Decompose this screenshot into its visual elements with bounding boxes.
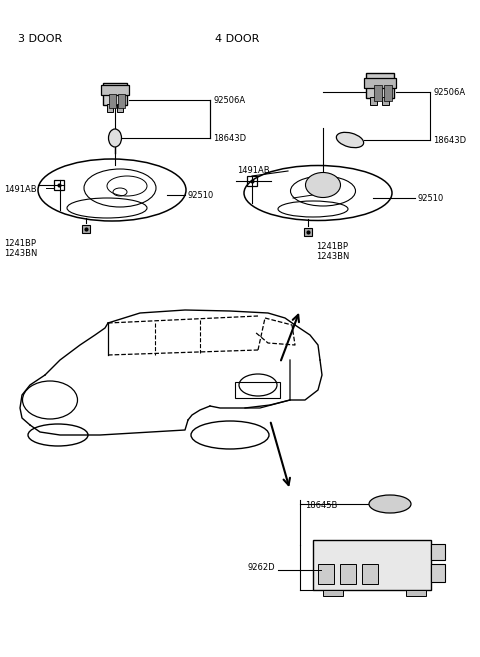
Text: 1243BN: 1243BN [316, 252, 349, 261]
Text: 92510: 92510 [417, 194, 443, 203]
Bar [323, 590, 343, 596]
Text: 92506A: 92506A [213, 96, 245, 105]
Text: 4 DOOR: 4 DOOR [215, 34, 259, 44]
Text: 9262D: 9262D [247, 563, 275, 572]
Bar [107, 104, 113, 112]
Bar [247, 176, 257, 186]
Bar [431, 564, 445, 582]
Text: 1243BN: 1243BN [4, 249, 37, 258]
Ellipse shape [305, 173, 340, 198]
Bar [235, 382, 280, 398]
Bar [364, 78, 396, 88]
Bar [304, 228, 312, 236]
Bar [362, 564, 378, 584]
Bar [101, 85, 129, 95]
Text: 1241BP: 1241BP [316, 242, 348, 251]
Bar [406, 590, 426, 596]
Text: 1241BP: 1241BP [4, 239, 36, 248]
Ellipse shape [336, 132, 364, 148]
Text: 1491AB: 1491AB [237, 166, 270, 175]
Text: 1491AB: 1491AB [4, 185, 36, 194]
Bar [366, 73, 394, 98]
Bar [54, 180, 64, 190]
Bar [340, 564, 356, 584]
Bar [117, 104, 123, 112]
Bar [374, 85, 382, 101]
Bar [313, 540, 431, 590]
Text: 92510: 92510 [187, 191, 213, 200]
Ellipse shape [369, 495, 411, 513]
Bar [118, 94, 125, 108]
Bar [384, 85, 392, 101]
Bar [382, 97, 389, 105]
Bar [370, 97, 377, 105]
Bar [318, 564, 334, 584]
Bar [431, 544, 445, 560]
Bar [82, 225, 90, 233]
Ellipse shape [108, 129, 121, 147]
Text: 18643D: 18643D [213, 134, 246, 143]
Text: 18645B: 18645B [305, 501, 337, 510]
Text: 3 DOOR: 3 DOOR [18, 34, 62, 44]
Bar [103, 83, 127, 105]
Text: 92506A: 92506A [433, 88, 465, 97]
Text: 18643D: 18643D [433, 136, 466, 145]
Bar [109, 94, 116, 108]
